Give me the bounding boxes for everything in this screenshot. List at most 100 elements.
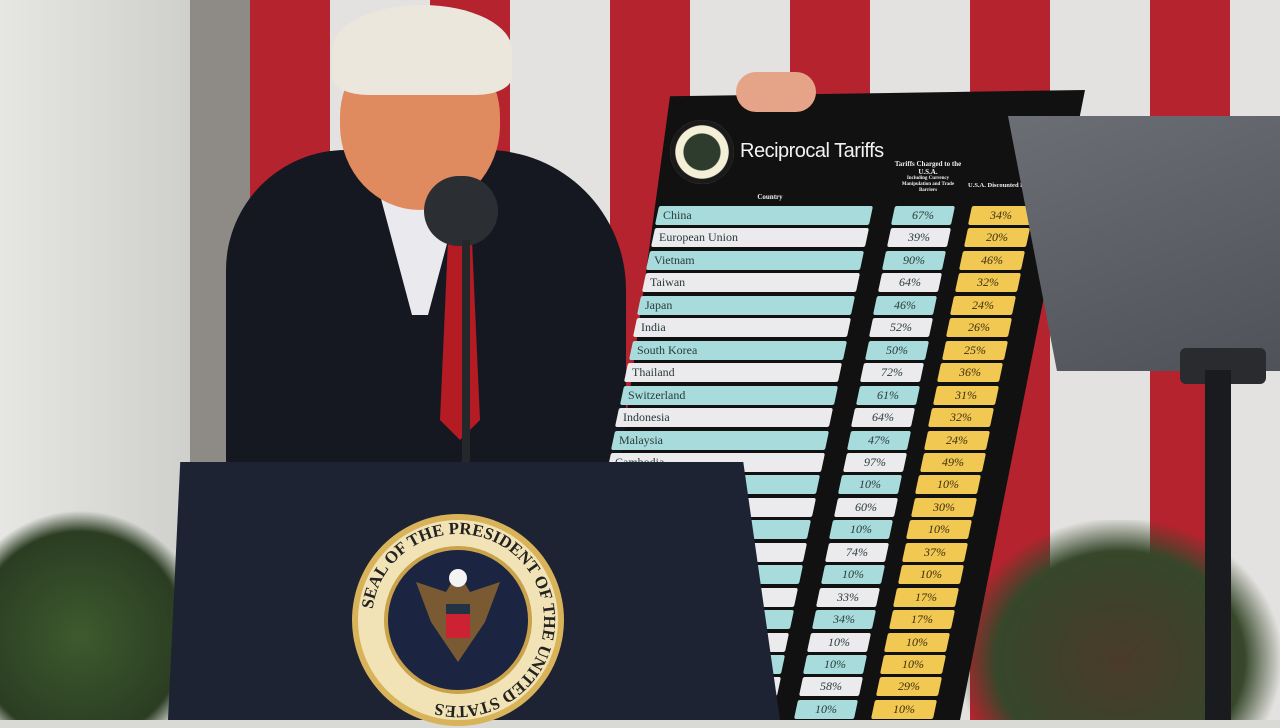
charged-tariff-cell: 33% [816, 587, 881, 607]
charged-tariff-cell: 97% [842, 452, 907, 472]
reciprocal-tariff-cell: 10% [884, 632, 951, 652]
reciprocal-tariff-cell: 26% [945, 318, 1013, 338]
country-cell-text: Vietnam [654, 252, 695, 267]
speaker-tie [440, 240, 480, 440]
reciprocal-tariff-cell-text: 31% [954, 387, 977, 402]
speaker-hand [736, 72, 816, 112]
charged-tariff-cell: 39% [886, 228, 951, 248]
charged-tariff-cell: 90% [882, 250, 947, 270]
charged-tariff-cell: 64% [851, 408, 916, 428]
reciprocal-tariff-cell-text: 24% [972, 297, 995, 312]
reciprocal-tariff-cell-text: 10% [902, 657, 924, 671]
reciprocal-tariff-cell: 32% [928, 408, 995, 428]
country-cell: Taiwan [641, 273, 860, 293]
charged-tariff-cell-text: 72% [881, 365, 904, 380]
charged-tariff-cell-text: 10% [824, 657, 846, 671]
charged-tariff-cell-text: 97% [863, 454, 886, 469]
country-cell: South Korea [628, 340, 847, 360]
reciprocal-tariff-cell: 37% [901, 542, 969, 562]
country-cell-text: India [641, 320, 666, 335]
reciprocal-tariff-cell: 49% [919, 452, 986, 472]
country-cell-text: Thailand [632, 365, 675, 380]
teleprompter-stand [1205, 370, 1231, 720]
charged-tariff-cell-text: 64% [898, 275, 921, 290]
reciprocal-tariff-cell: 10% [871, 699, 938, 719]
reciprocal-tariff-cell-text: 30% [932, 499, 955, 514]
country-cell: India [632, 318, 852, 338]
teleprompter-glass [1008, 116, 1280, 371]
charged-tariff-cell-text: 47% [868, 432, 890, 447]
charged-tariff-cell-text: 10% [859, 477, 882, 492]
country-cell: Vietnam [646, 250, 865, 270]
charged-tariff-cell-text: 52% [890, 320, 912, 335]
charged-tariff-cell-text: 58% [819, 679, 842, 694]
country-cell: Malaysia [610, 430, 830, 450]
charged-tariff-cell: 67% [890, 206, 956, 225]
charged-tariff-cell: 72% [860, 363, 925, 383]
header-charged-sub: Including Currency Manipulation and Trad… [901, 176, 955, 193]
charged-tariff-cell: 47% [846, 430, 912, 450]
board-title: Reciprocal Tariffs [740, 140, 884, 162]
charged-tariff-cell-text: 74% [846, 544, 868, 559]
reciprocal-tariff-cell: 10% [906, 520, 973, 540]
reciprocal-tariff-cell-text: 29% [897, 679, 920, 694]
reciprocal-tariff-cell: 25% [941, 340, 1008, 360]
charged-tariff-cell-text: 33% [837, 589, 860, 604]
country-cell: Japan [637, 295, 856, 315]
charged-tariff-cell-text: 10% [850, 522, 873, 537]
reciprocal-tariff-cell: 10% [879, 655, 947, 674]
board-seal-icon [670, 120, 734, 184]
reciprocal-tariff-cell-text: 24% [946, 432, 968, 447]
charged-tariff-cell: 10% [807, 632, 872, 652]
reciprocal-tariff-cell-text: 10% [906, 634, 929, 649]
country-cell-text: China [663, 208, 692, 222]
reciprocal-tariff-cell-text: 20% [985, 230, 1008, 245]
charged-tariff-cell-text: 10% [841, 567, 864, 582]
country-cell: European Union [650, 228, 869, 248]
country-cell-text: Indonesia [623, 410, 671, 425]
charged-tariff-cell-text: 10% [828, 634, 851, 649]
reciprocal-tariff-cell: 29% [875, 677, 942, 697]
charged-tariff-cell: 46% [873, 295, 938, 315]
charged-tariff-cell: 61% [855, 385, 920, 405]
reciprocal-tariff-cell: 30% [910, 497, 977, 517]
reciprocal-tariff-cell-text: 10% [893, 701, 916, 716]
charged-tariff-cell-text: 50% [885, 342, 908, 357]
header-charged-title: Tariffs Charged to the U.S.A. [894, 160, 962, 176]
reciprocal-tariff-cell-text: 32% [976, 275, 999, 290]
charged-tariff-cell-text: 34% [832, 612, 855, 627]
reciprocal-tariff-cell-text: 17% [910, 612, 933, 627]
charged-tariff-cell: 10% [829, 520, 894, 540]
charged-tariff-cell: 10% [838, 475, 903, 495]
reciprocal-tariff-cell: 31% [932, 385, 999, 405]
reciprocal-tariff-cell-text: 36% [959, 365, 982, 380]
country-cell: Thailand [624, 363, 843, 383]
reciprocal-tariff-cell: 24% [950, 295, 1017, 315]
charged-tariff-cell-text: 46% [894, 297, 917, 312]
country-cell-text: Switzerland [627, 387, 686, 402]
country-cell: Indonesia [615, 408, 834, 428]
charged-tariff-cell: 34% [811, 610, 876, 630]
reciprocal-tariff-cell: 36% [937, 363, 1004, 383]
country-cell-text: Japan [645, 297, 673, 312]
reciprocal-tariff-cell: 32% [954, 273, 1021, 293]
header-charged: Tariffs Charged to the U.S.A. Including C… [893, 160, 963, 194]
reciprocal-tariff-cell: 34% [967, 206, 1035, 225]
country-cell-text: South Korea [636, 342, 697, 357]
reciprocal-tariff-cell-text: 10% [919, 567, 942, 582]
reciprocal-tariff-cell: 24% [923, 430, 991, 450]
charged-tariff-cell-text: 39% [907, 230, 930, 245]
reciprocal-tariff-cell: 20% [963, 228, 1030, 248]
charged-tariff-cell: 74% [824, 542, 890, 562]
reciprocal-tariff-cell-text: 49% [941, 454, 964, 469]
shrub-right [960, 520, 1280, 720]
charged-tariff-cell: 50% [864, 340, 929, 360]
charged-tariff-cell-text: 67% [912, 208, 934, 222]
reciprocal-tariff-cell-text: 25% [963, 342, 986, 357]
reciprocal-tariff-cell-text: 10% [937, 477, 960, 492]
microphone-stand [462, 240, 470, 465]
header-discounted: U.S.A. Discounted Reciprocal Tariffs [968, 182, 1034, 189]
reciprocal-tariff-cell-text: 10% [928, 522, 951, 537]
reciprocal-tariff-cell-text: 34% [990, 208, 1012, 222]
reciprocal-tariff-cell: 10% [897, 565, 964, 585]
